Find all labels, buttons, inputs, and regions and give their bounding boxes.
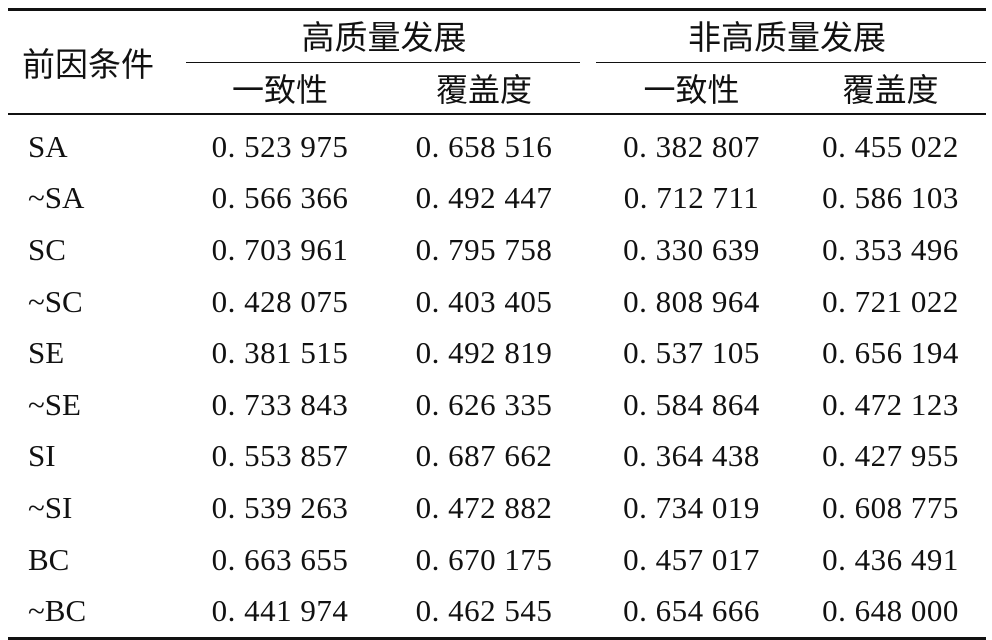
cell-value: 0. 492 819: [415, 335, 553, 371]
column-header-consistency: 一致性: [588, 63, 795, 115]
cell-value: 0. 733 843: [211, 386, 349, 422]
cell-value: 0. 382 807: [623, 128, 760, 164]
cell-value: 0. 712 711: [623, 180, 760, 216]
header-row-groups: 前因条件 高质量发展 非高质量发展: [8, 8, 986, 115]
cell-value: 0. 795 758: [415, 231, 553, 267]
group-rule: [596, 62, 986, 63]
row-label: SC: [28, 231, 66, 267]
column-header-coverage: 覆盖度: [795, 63, 986, 115]
cell-value: 0. 428 075: [211, 283, 349, 319]
row-label: SI: [28, 438, 56, 474]
cell-value: 0. 626 335: [415, 386, 553, 422]
cell-value: 0. 462 545: [380, 585, 588, 640]
row-label: ~SI: [28, 489, 73, 525]
row-label: SE: [28, 335, 65, 371]
cell-value: 0. 648 000: [795, 585, 986, 640]
row-label: ~BC: [8, 585, 180, 640]
cell-value: 0. 808 964: [623, 283, 760, 319]
cell-value: 0. 330 639: [623, 231, 760, 267]
cell-value: 0. 523 975: [211, 128, 349, 164]
row-label: ~SC: [28, 283, 83, 319]
cell-value: 0. 436 491: [822, 541, 959, 577]
row-label: BC: [28, 541, 70, 577]
table-row: SI 0. 553 857 0. 687 662 0. 364 438 0. 4…: [8, 431, 986, 483]
cell-value: 0. 566 366: [211, 180, 349, 216]
column-header-coverage: 覆盖度: [380, 63, 588, 115]
table-row: ~SA 0. 566 366 0. 492 447 0. 712 711 0. …: [8, 173, 986, 225]
cell-value: 0. 457 017: [623, 541, 760, 577]
cell-value: 0. 608 775: [822, 489, 959, 525]
cell-value: 0. 353 496: [822, 231, 959, 267]
cell-value: 0. 586 103: [822, 180, 959, 216]
group-header-high-quality: 高质量发展: [180, 8, 588, 63]
cell-value: 0. 427 955: [822, 438, 959, 474]
cell-value: 0. 687 662: [415, 438, 553, 474]
table-row: ~SE 0. 733 843 0. 626 335 0. 584 864 0. …: [8, 379, 986, 431]
cell-value: 0. 734 019: [623, 489, 760, 525]
cell-value: 0. 654 666: [588, 585, 795, 640]
group-header-non-high-quality: 非高质量发展: [588, 8, 986, 63]
cell-value: 0. 553 857: [211, 438, 349, 474]
necessity-analysis-table: 前因条件 高质量发展 非高质量发展 一致性 覆盖度 一致性 覆盖度 SA: [8, 8, 986, 640]
cell-value: 0. 539 263: [211, 489, 349, 525]
cell-value: 0. 381 515: [211, 335, 349, 371]
table-row: ~SC 0. 428 075 0. 403 405 0. 808 964 0. …: [8, 276, 986, 328]
cell-value: 0. 656 194: [822, 335, 959, 371]
cell-value: 0. 584 864: [623, 386, 760, 422]
cell-value: 0. 441 974: [180, 585, 380, 640]
column-header-consistency: 一致性: [180, 63, 380, 115]
cell-value: 0. 403 405: [415, 283, 553, 319]
cell-value: 0. 455 022: [822, 128, 959, 164]
cell-value: 0. 703 961: [211, 231, 349, 267]
group-label: 高质量发展: [301, 18, 467, 57]
table-row: SC 0. 703 961 0. 795 758 0. 330 639 0. 3…: [8, 224, 986, 276]
row-label: SA: [28, 128, 68, 164]
cell-value: 0. 472 882: [415, 489, 553, 525]
cell-value: 0. 658 516: [415, 128, 553, 164]
row-label: ~SE: [28, 386, 81, 422]
cell-value: 0. 492 447: [415, 180, 553, 216]
cell-value: 0. 472 123: [822, 386, 959, 422]
row-label: ~SA: [28, 180, 85, 216]
group-rule: [186, 62, 580, 63]
condition-header: 前因条件: [8, 8, 180, 115]
cell-value: 0. 537 105: [623, 335, 760, 371]
cell-value: 0. 364 438: [623, 438, 760, 474]
header-row-metrics: 一致性 覆盖度 一致性 覆盖度: [8, 63, 986, 115]
table-row: ~SI 0. 539 263 0. 472 882 0. 734 019 0. …: [8, 482, 986, 534]
table-row: SE 0. 381 515 0. 492 819 0. 537 105 0. 6…: [8, 327, 986, 379]
cell-value: 0. 721 022: [822, 283, 959, 319]
table-row: SA 0. 523 975 0. 658 516 0. 382 807 0. 4…: [8, 114, 986, 173]
cell-value: 0. 670 175: [415, 541, 553, 577]
table-row: ~BC 0. 441 974 0. 462 545 0. 654 666 0. …: [8, 585, 986, 640]
cell-value: 0. 663 655: [211, 541, 349, 577]
table-row: BC 0. 663 655 0. 670 175 0. 457 017 0. 4…: [8, 534, 986, 586]
group-label: 非高质量发展: [688, 18, 886, 57]
